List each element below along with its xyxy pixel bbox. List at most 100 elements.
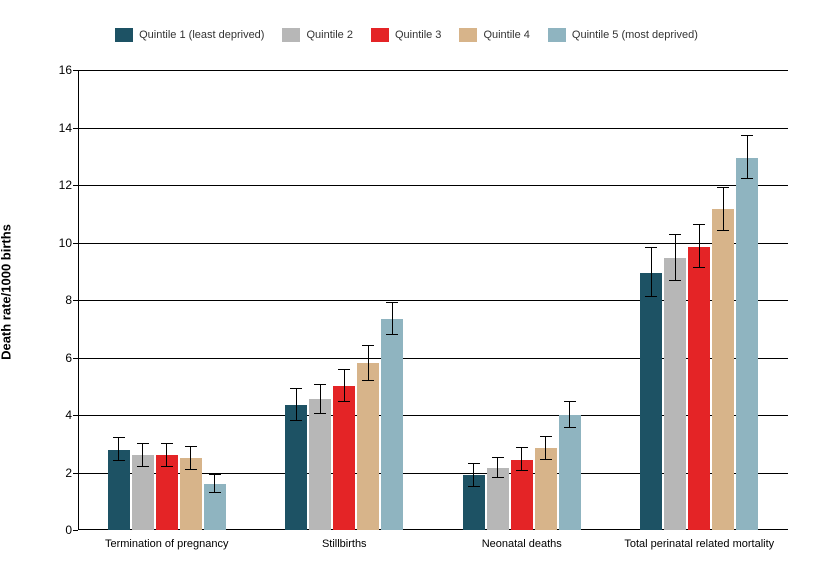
error-bar bbox=[521, 448, 522, 471]
error-cap bbox=[137, 466, 149, 467]
gridline bbox=[78, 185, 788, 186]
bar bbox=[535, 448, 557, 530]
error-cap bbox=[645, 247, 657, 248]
error-cap bbox=[540, 436, 552, 437]
bar bbox=[357, 363, 379, 530]
legend-swatch bbox=[115, 28, 133, 42]
error-bar bbox=[675, 235, 676, 281]
error-cap bbox=[185, 469, 197, 470]
error-cap bbox=[468, 486, 480, 487]
error-cap bbox=[209, 474, 221, 475]
bar bbox=[664, 258, 686, 530]
bar bbox=[688, 247, 710, 530]
error-cap bbox=[113, 460, 125, 461]
error-cap bbox=[717, 187, 729, 188]
error-cap bbox=[492, 477, 504, 478]
plot-area: 0246810121416Termination of pregnancySti… bbox=[78, 70, 788, 530]
error-cap bbox=[564, 427, 576, 428]
error-cap bbox=[741, 178, 753, 179]
bar bbox=[559, 415, 581, 530]
legend-item: Quintile 1 (least deprived) bbox=[115, 28, 264, 42]
error-cap bbox=[314, 413, 326, 414]
error-cap bbox=[290, 420, 302, 421]
error-bar bbox=[320, 385, 321, 414]
x-category-label: Total perinatal related mortality bbox=[624, 530, 774, 550]
error-bar bbox=[368, 346, 369, 381]
error-bar bbox=[166, 444, 167, 467]
error-bar bbox=[569, 402, 570, 428]
error-cap bbox=[717, 230, 729, 231]
legend-item: Quintile 3 bbox=[371, 28, 441, 42]
error-cap bbox=[492, 457, 504, 458]
error-cap bbox=[362, 380, 374, 381]
error-cap bbox=[669, 280, 681, 281]
error-cap bbox=[338, 401, 350, 402]
legend-label: Quintile 5 (most deprived) bbox=[572, 29, 698, 41]
y-tick-label: 14 bbox=[59, 121, 78, 135]
legend: Quintile 1 (least deprived) Quintile 2 Qui… bbox=[0, 28, 813, 42]
chart-container: Death rate/1000 births Quintile 1 (least… bbox=[0, 0, 813, 584]
error-cap bbox=[290, 388, 302, 389]
y-tick-label: 10 bbox=[59, 236, 78, 250]
bar bbox=[333, 386, 355, 530]
y-tick-label: 8 bbox=[65, 293, 78, 307]
error-bar bbox=[545, 437, 546, 460]
error-cap bbox=[209, 492, 221, 493]
legend-item: Quintile 2 bbox=[282, 28, 352, 42]
error-cap bbox=[741, 135, 753, 136]
bar bbox=[736, 158, 758, 530]
error-cap bbox=[540, 459, 552, 460]
error-bar bbox=[344, 370, 345, 402]
legend-label: Quintile 2 bbox=[306, 29, 352, 41]
error-cap bbox=[338, 369, 350, 370]
gridline bbox=[78, 70, 788, 71]
legend-swatch bbox=[459, 28, 477, 42]
error-cap bbox=[137, 443, 149, 444]
error-cap bbox=[693, 224, 705, 225]
x-category-label: Neonatal deaths bbox=[482, 530, 562, 550]
y-tick-label: 6 bbox=[65, 351, 78, 365]
legend-swatch bbox=[282, 28, 300, 42]
error-bar bbox=[190, 447, 191, 470]
y-tick-label: 16 bbox=[59, 63, 78, 77]
error-bar bbox=[747, 136, 748, 179]
error-cap bbox=[645, 296, 657, 297]
y-tick-label: 2 bbox=[65, 466, 78, 480]
error-cap bbox=[185, 446, 197, 447]
error-cap bbox=[564, 401, 576, 402]
error-cap bbox=[161, 466, 173, 467]
legend-label: Quintile 1 (least deprived) bbox=[139, 29, 264, 41]
y-tick-label: 0 bbox=[65, 523, 78, 537]
error-cap bbox=[362, 345, 374, 346]
error-bar bbox=[723, 188, 724, 231]
x-category-label: Termination of pregnancy bbox=[105, 530, 229, 550]
error-bar bbox=[651, 248, 652, 297]
bar bbox=[381, 319, 403, 530]
error-bar bbox=[497, 458, 498, 478]
bar bbox=[640, 273, 662, 530]
error-bar bbox=[142, 444, 143, 467]
error-cap bbox=[468, 463, 480, 464]
error-bar bbox=[214, 475, 215, 492]
error-cap bbox=[314, 384, 326, 385]
error-cap bbox=[386, 334, 398, 335]
legend-swatch bbox=[371, 28, 389, 42]
bar bbox=[309, 399, 331, 530]
legend-swatch bbox=[548, 28, 566, 42]
gridline bbox=[78, 243, 788, 244]
error-cap bbox=[669, 234, 681, 235]
error-bar bbox=[392, 303, 393, 335]
gridline bbox=[78, 128, 788, 129]
error-cap bbox=[113, 437, 125, 438]
error-bar bbox=[473, 464, 474, 487]
x-category-label: Stillbirths bbox=[322, 530, 367, 550]
error-cap bbox=[516, 470, 528, 471]
legend-label: Quintile 3 bbox=[395, 29, 441, 41]
bar bbox=[285, 405, 307, 530]
bar bbox=[108, 450, 130, 531]
error-cap bbox=[693, 267, 705, 268]
error-bar bbox=[118, 438, 119, 461]
error-bar bbox=[699, 225, 700, 268]
legend-label: Quintile 4 bbox=[483, 29, 529, 41]
y-tick-label: 12 bbox=[59, 178, 78, 192]
